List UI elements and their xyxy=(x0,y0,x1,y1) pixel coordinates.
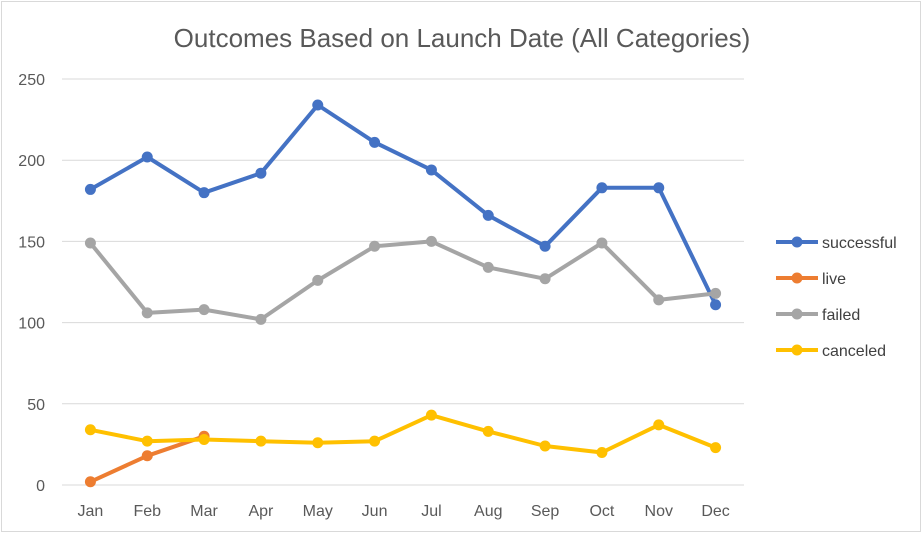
data-point xyxy=(425,164,437,176)
x-tick-label: Jul xyxy=(421,503,441,520)
x-tick-label: Sep xyxy=(531,503,560,520)
legend-swatch-marker xyxy=(791,344,803,356)
data-point xyxy=(482,209,494,221)
y-tick-label: 200 xyxy=(18,153,45,170)
legend-label: canceled xyxy=(822,343,886,360)
data-point xyxy=(425,235,437,247)
x-tick-label: Dec xyxy=(701,503,729,520)
data-point xyxy=(141,151,153,163)
data-point xyxy=(84,183,96,195)
x-tick-label: Jun xyxy=(362,503,388,520)
legend: successful live failed canceled xyxy=(776,235,897,360)
x-axis-ticks: Jan Feb Mar Apr May Jun Jul Aug Sep Oct Nov Dec xyxy=(78,503,730,520)
data-point xyxy=(255,167,267,179)
data-point xyxy=(312,437,324,449)
data-point xyxy=(255,313,267,325)
data-point xyxy=(539,440,551,452)
y-tick-label: 250 xyxy=(18,72,45,89)
data-point xyxy=(710,287,722,299)
data-point xyxy=(653,182,665,194)
x-tick-label: Oct xyxy=(589,503,614,520)
legend-swatch-marker xyxy=(791,272,803,284)
legend-label: successful xyxy=(822,235,897,252)
data-point xyxy=(596,182,608,194)
series-failed xyxy=(84,235,722,325)
y-tick-label: 150 xyxy=(18,234,45,251)
data-point xyxy=(84,424,96,436)
data-point xyxy=(425,409,437,421)
data-point xyxy=(596,447,608,459)
x-tick-label: Apr xyxy=(248,503,274,520)
data-point xyxy=(369,136,381,148)
legend-item-canceled: canceled xyxy=(776,343,886,360)
data-point xyxy=(255,435,267,447)
data-point xyxy=(198,187,210,199)
gridlines xyxy=(62,78,744,486)
series-line xyxy=(88,103,718,307)
series-group xyxy=(84,99,722,488)
data-point xyxy=(141,450,153,462)
data-point xyxy=(84,237,96,249)
x-tick-label: Mar xyxy=(190,503,218,520)
y-tick-label: 0 xyxy=(36,478,45,495)
data-point xyxy=(312,99,324,111)
series-successful xyxy=(84,99,722,311)
legend-item-live: live xyxy=(776,271,846,288)
data-point xyxy=(653,294,665,306)
data-point xyxy=(198,434,210,446)
y-tick-label: 100 xyxy=(18,316,45,333)
x-tick-label: May xyxy=(303,503,333,520)
legend-item-successful: successful xyxy=(776,235,897,252)
series-line xyxy=(88,239,718,322)
series-line xyxy=(88,413,718,455)
x-tick-label: Jan xyxy=(78,503,104,520)
data-point xyxy=(539,240,551,252)
series-canceled xyxy=(84,409,722,459)
chart-title: Outcomes Based on Launch Date (All Categ… xyxy=(174,23,751,53)
data-point xyxy=(369,240,381,252)
data-point xyxy=(141,307,153,319)
data-point xyxy=(369,435,381,447)
data-point xyxy=(312,274,324,286)
data-point xyxy=(482,425,494,437)
legend-label: failed xyxy=(822,307,860,324)
data-point xyxy=(482,261,494,273)
data-point xyxy=(198,304,210,316)
x-tick-label: Aug xyxy=(474,503,502,520)
x-tick-label: Nov xyxy=(645,503,673,520)
data-point xyxy=(653,419,665,431)
y-axis-ticks: 0 50 100 150 200 250 xyxy=(18,72,45,495)
data-point xyxy=(710,442,722,454)
y-tick-label: 50 xyxy=(27,397,45,414)
data-point xyxy=(596,237,608,249)
legend-swatch-marker xyxy=(791,236,803,248)
data-point xyxy=(539,273,551,285)
x-tick-label: Feb xyxy=(133,503,161,520)
data-point xyxy=(141,435,153,447)
legend-swatch-marker xyxy=(791,308,803,320)
data-point xyxy=(84,476,96,488)
legend-item-failed: failed xyxy=(776,307,860,324)
legend-label: live xyxy=(822,271,846,288)
data-point xyxy=(710,299,722,311)
